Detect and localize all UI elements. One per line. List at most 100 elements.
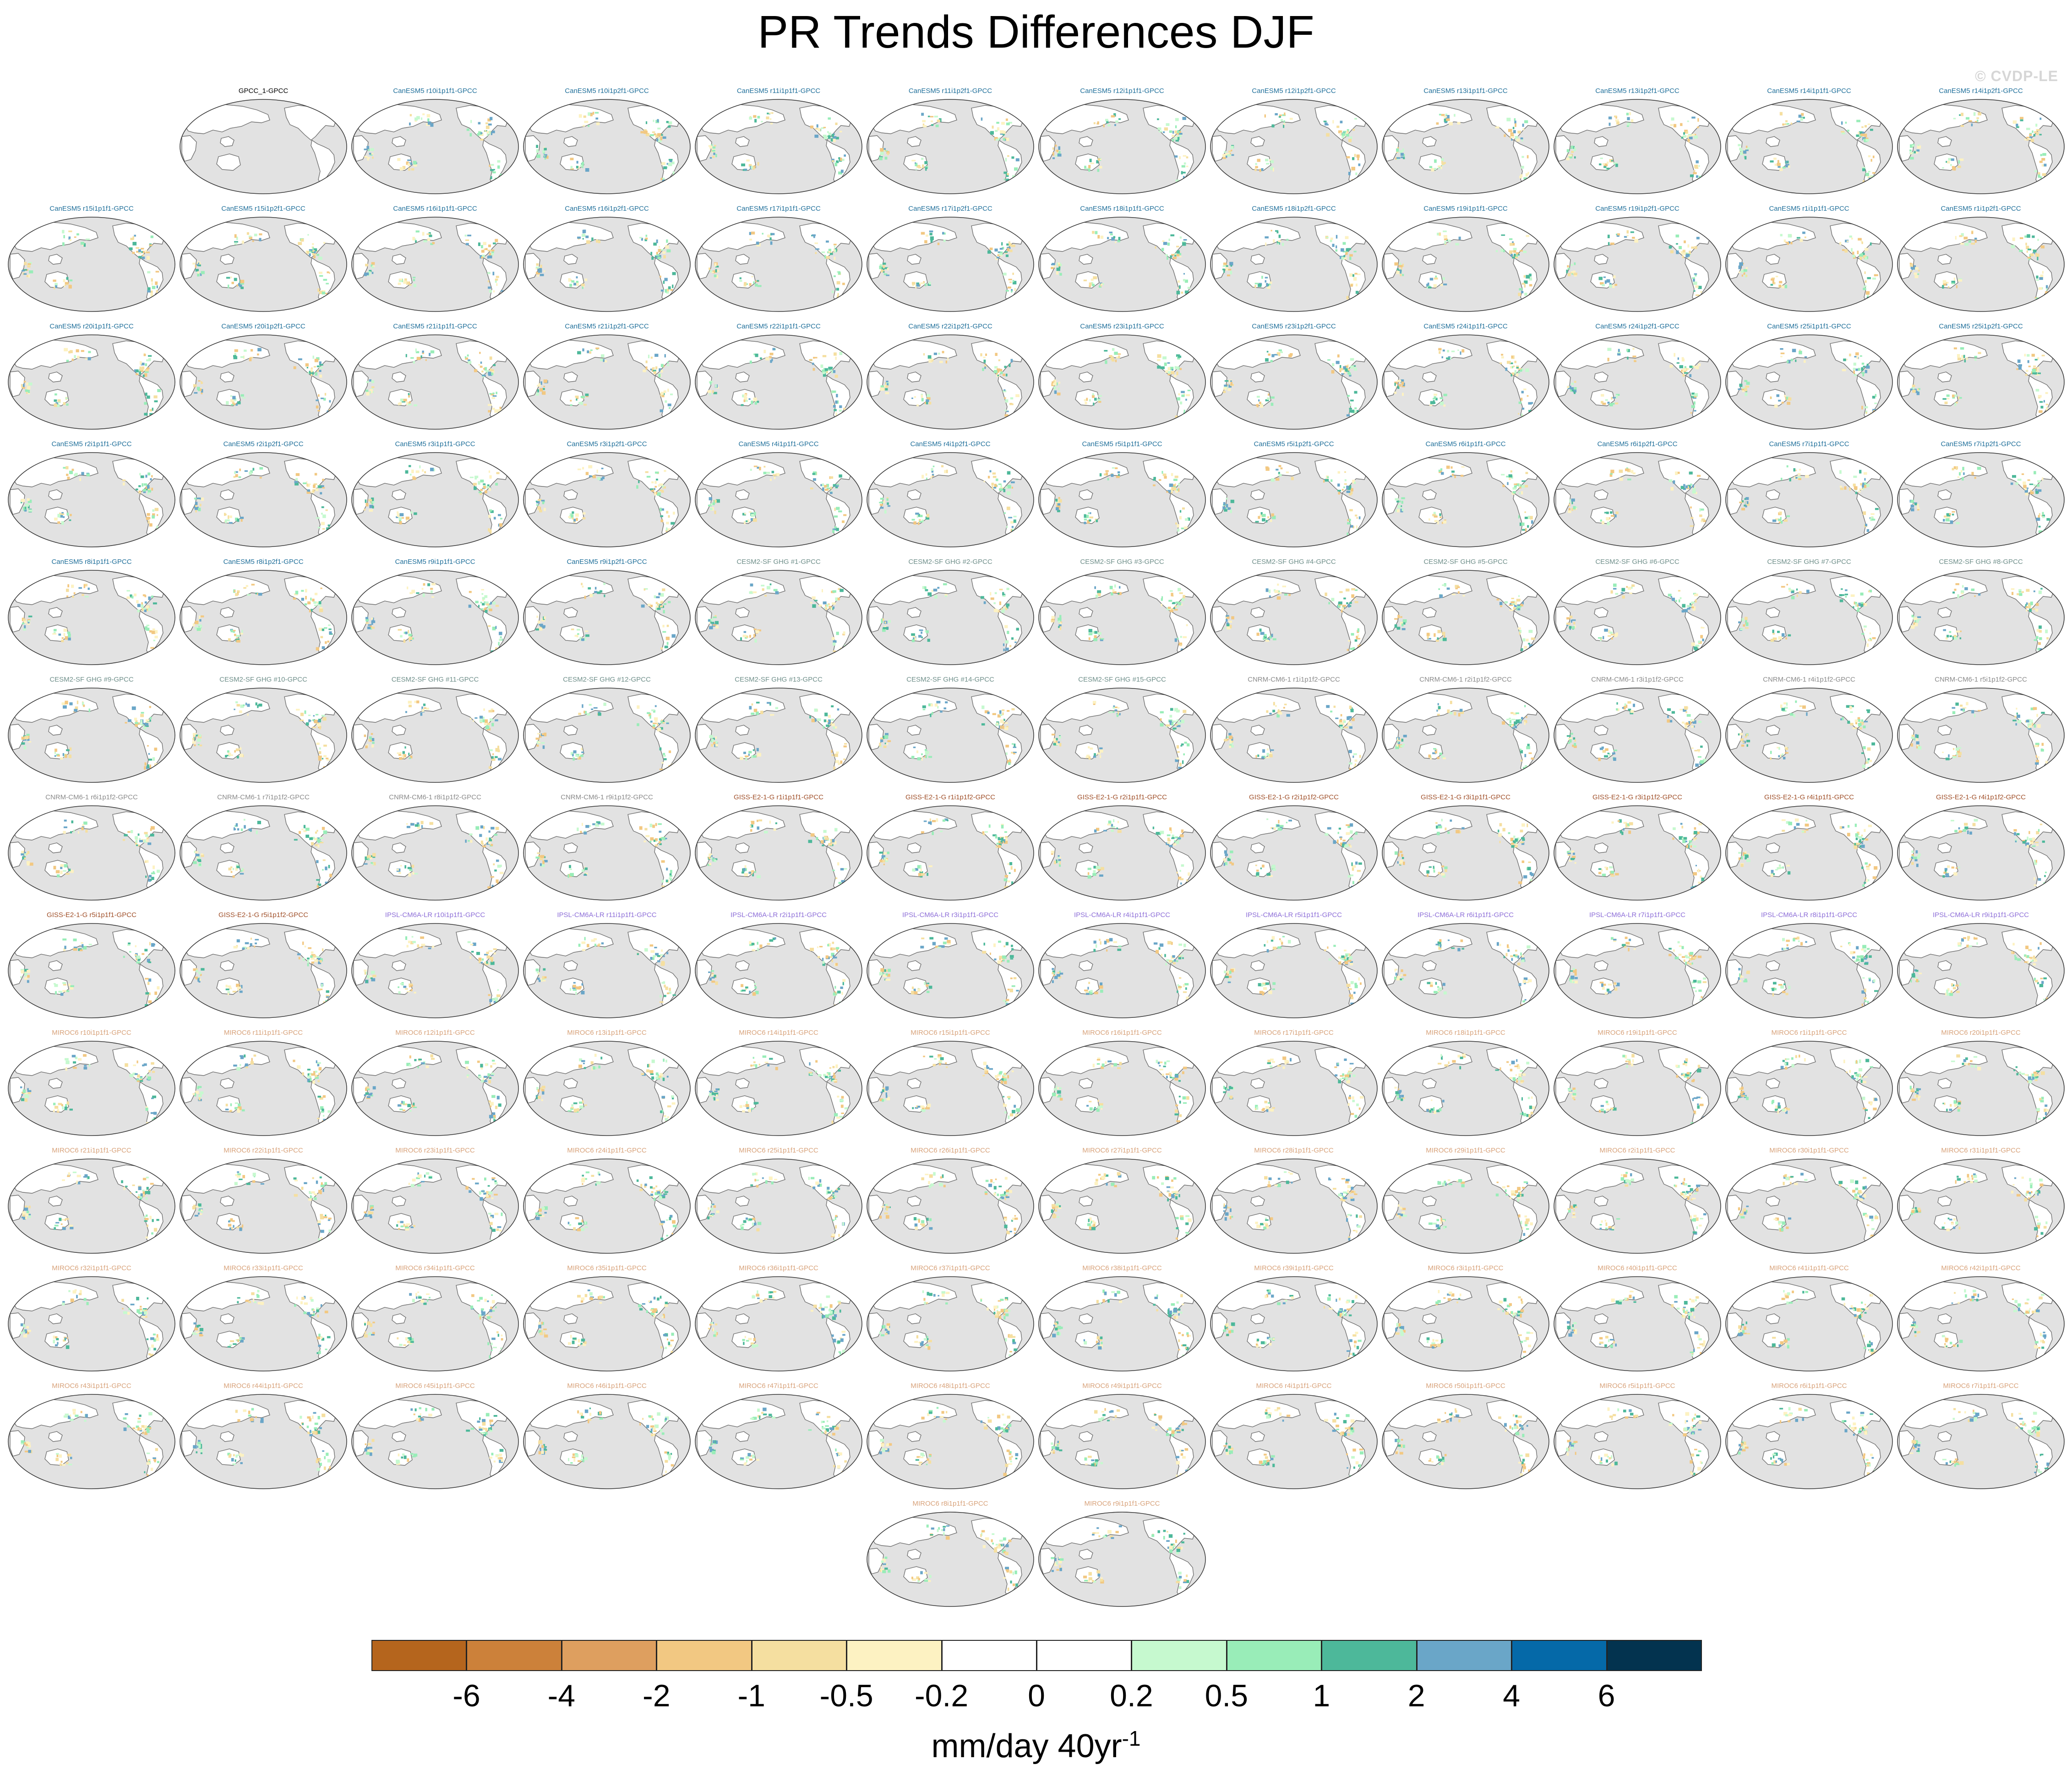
globe-map	[8, 805, 175, 901]
panel-label: CanESM5 r2i1p1f1-GPCC	[51, 440, 132, 448]
map-panel: GISS-E2-1-G r5i1p1f1-GPCC	[6, 911, 177, 1020]
colorbar-swatch	[1321, 1640, 1417, 1671]
map-panel: MIROC6 r46i1p1f1-GPCC	[522, 1382, 692, 1491]
globe-map	[1725, 923, 1893, 1018]
panel-label: MIROC6 r27i1p1f1-GPCC	[1082, 1147, 1162, 1154]
map-panel: MIROC6 r10i1p1f1-GPCC	[6, 1029, 177, 1138]
globe-map	[1897, 1394, 2065, 1489]
globe-map	[351, 452, 519, 547]
panel-label: CanESM5 r18i1p1f1-GPCC	[1080, 205, 1164, 213]
globe-map	[351, 1158, 519, 1254]
globe-map	[695, 1394, 862, 1489]
panel-label: CanESM5 r14i1p1f1-GPCC	[1767, 87, 1851, 95]
colorbar-tick-label: 2	[1407, 1678, 1425, 1713]
globe-map	[867, 217, 1034, 312]
map-panel: CNRM-CM6-1 r1i1p1f2-GPCC	[1209, 676, 1379, 785]
panel-label: CESM2-SF GHG #6-GPCC	[1595, 558, 1679, 566]
panel-label: CNRM-CM6-1 r4i1p1f2-GPCC	[1763, 676, 1855, 683]
globe-map	[180, 805, 347, 901]
map-panel: IPSL-CM6A-LR r3i1p1f1-GPCC	[865, 911, 1036, 1020]
map-panel: CanESM5 r23i1p1f1-GPCC	[1037, 322, 1207, 432]
panel-label: MIROC6 r43i1p1f1-GPCC	[52, 1382, 131, 1390]
map-panel: IPSL-CM6A-LR r8i1p1f1-GPCC	[1724, 911, 1894, 1020]
globe-map	[1897, 452, 2065, 547]
panel-label: CanESM5 r7i1p2f1-GPCC	[1941, 440, 2021, 448]
globe-map	[351, 570, 519, 665]
globe-map	[351, 805, 519, 901]
panel-label: MIROC6 r1i1p1f1-GPCC	[1771, 1029, 1847, 1037]
colorbar-tick-label: -1	[737, 1678, 765, 1713]
globe-map	[8, 570, 175, 665]
map-panel: MIROC6 r14i1p1f1-GPCC	[693, 1029, 864, 1138]
map-panel: MIROC6 r26i1p1f1-GPCC	[865, 1147, 1036, 1256]
map-panel: MIROC6 r47i1p1f1-GPCC	[693, 1382, 864, 1491]
map-panel: CanESM5 r3i1p1f1-GPCC	[350, 440, 520, 549]
globe-map	[1210, 217, 1378, 312]
panel-label: CanESM5 r5i1p1f1-GPCC	[1082, 440, 1162, 448]
globe-map	[351, 217, 519, 312]
panel-label: CESM2-SF GHG #8-GPCC	[1939, 558, 2023, 566]
map-panel: MIROC6 r33i1p1f1-GPCC	[178, 1264, 349, 1373]
globe-map	[180, 688, 347, 783]
map-panel: CanESM5 r3i1p2f1-GPCC	[522, 440, 692, 549]
map-panel: CESM2-SF GHG #13-GPCC	[693, 676, 864, 785]
panel-label: MIROC6 r10i1p1f1-GPCC	[52, 1029, 131, 1037]
globe-map	[180, 923, 347, 1018]
map-panel: CESM2-SF GHG #12-GPCC	[522, 676, 692, 785]
panel-label: MIROC6 r13i1p1f1-GPCC	[567, 1029, 647, 1037]
map-panel: CanESM5 r10i1p2f1-GPCC	[522, 87, 692, 196]
panel-label: CESM2-SF GHG #5-GPCC	[1423, 558, 1508, 566]
panel-label: MIROC6 r41i1p1f1-GPCC	[1769, 1264, 1849, 1272]
map-panel: MIROC6 r28i1p1f1-GPCC	[1209, 1147, 1379, 1256]
map-panel: MIROC6 r20i1p1f1-GPCC	[1896, 1029, 2066, 1138]
panel-label: CanESM5 r1i1p2f1-GPCC	[1941, 205, 2021, 213]
map-panel: GISS-E2-1-G r5i1p1f2-GPCC	[178, 911, 349, 1020]
panel-label: IPSL-CM6A-LR r10i1p1f1-GPCC	[385, 911, 485, 919]
globe-map	[1038, 452, 1206, 547]
globe-map	[523, 217, 691, 312]
globe-map	[351, 923, 519, 1018]
globe-map	[1554, 99, 1721, 194]
globe-map	[1554, 688, 1721, 783]
map-panel: IPSL-CM6A-LR r2i1p1f1-GPCC	[693, 911, 864, 1020]
map-panel: CESM2-SF GHG #14-GPCC	[865, 676, 1036, 785]
globe-map	[867, 805, 1034, 901]
panel-label: CESM2-SF GHG #13-GPCC	[735, 676, 823, 683]
colorbar-tick-label: -4	[547, 1678, 576, 1713]
panel-label: CanESM5 r12i1p1f1-GPCC	[1080, 87, 1164, 95]
globe-map	[1210, 1394, 1378, 1489]
colorbar-swatch	[1036, 1640, 1132, 1671]
panel-label: IPSL-CM6A-LR r3i1p1f1-GPCC	[902, 911, 999, 919]
map-panel: GISS-E2-1-G r3i1p1f1-GPCC	[1380, 793, 1551, 902]
panel-label: MIROC6 r40i1p1f1-GPCC	[1598, 1264, 1677, 1272]
panel-label: CanESM5 r25i1p2f1-GPCC	[1939, 322, 2023, 330]
panel-label: CNRM-CM6-1 r2i1p1f2-GPCC	[1419, 676, 1512, 683]
panel-label: CanESM5 r17i1p2f1-GPCC	[908, 205, 992, 213]
map-panel: CanESM5 r13i1p1f1-GPCC	[1380, 87, 1551, 196]
panel-label: CanESM5 r10i1p2f1-GPCC	[565, 87, 649, 95]
map-panel: CanESM5 r7i1p1f1-GPCC	[1724, 440, 1894, 549]
panel-label: CanESM5 r3i1p2f1-GPCC	[567, 440, 647, 448]
globe-map	[1554, 1041, 1721, 1136]
map-panel: MIROC6 r24i1p1f1-GPCC	[522, 1147, 692, 1256]
map-panel: MIROC6 r13i1p1f1-GPCC	[522, 1029, 692, 1138]
map-panel: CanESM5 r15i1p2f1-GPCC	[178, 205, 349, 314]
map-panel: MIROC6 r22i1p1f1-GPCC	[178, 1147, 349, 1256]
colorbar-swatch	[846, 1640, 942, 1671]
panel-label: MIROC6 r2i1p1f1-GPCC	[1599, 1147, 1675, 1154]
globe-map	[1382, 570, 1549, 665]
map-panel-grid: GPCC_1-GPCC CanESM5 r10i1p1f1-GPCC CanESM5…	[6, 87, 2066, 1607]
panel-label: MIROC6 r44i1p1f1-GPCC	[224, 1382, 303, 1390]
panel-label: CanESM5 r4i1p2f1-GPCC	[910, 440, 991, 448]
panel-label: MIROC6 r7i1p1f1-GPCC	[1943, 1382, 2019, 1390]
panel-label: MIROC6 r49i1p1f1-GPCC	[1082, 1382, 1162, 1390]
globe-map	[1554, 923, 1721, 1018]
map-panel: CanESM5 r21i1p1f1-GPCC	[350, 322, 520, 432]
globe-map	[180, 570, 347, 665]
globe-map	[1210, 570, 1378, 665]
map-panel: GISS-E2-1-G r1i1p1f2-GPCC	[865, 793, 1036, 902]
colorbar-tick-label: 0	[1028, 1678, 1045, 1713]
map-panel: CNRM-CM6-1 r3i1p1f2-GPCC	[1552, 676, 1723, 785]
panel-label: GISS-E2-1-G r3i1p1f2-GPCC	[1592, 793, 1682, 801]
panel-label: IPSL-CM6A-LR r8i1p1f1-GPCC	[1761, 911, 1858, 919]
